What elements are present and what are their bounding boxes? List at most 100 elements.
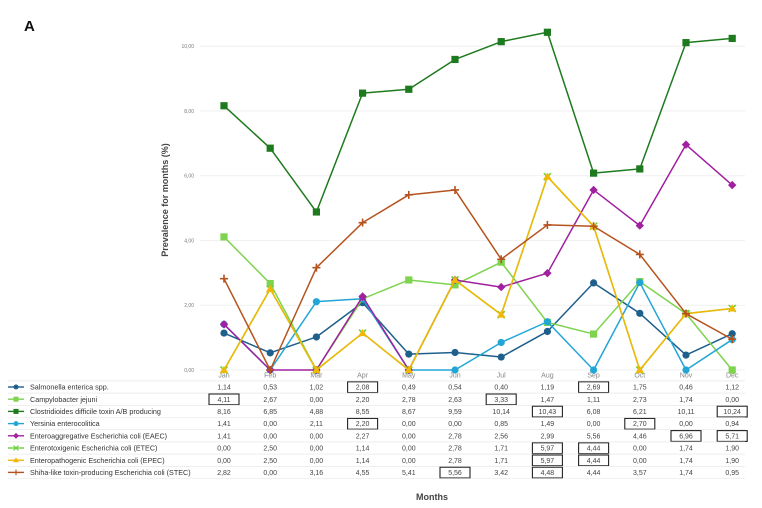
x-tick-label: Dec bbox=[726, 373, 739, 380]
data-point bbox=[543, 327, 552, 336]
table-cell: 0,00 bbox=[310, 446, 324, 453]
highlight-box bbox=[439, 466, 471, 479]
table-cell: 0,00 bbox=[679, 421, 693, 428]
x-tick-label: Aug bbox=[541, 373, 554, 380]
table-cell: 0,00 bbox=[217, 446, 231, 453]
data-point bbox=[728, 330, 736, 338]
x-tick-label: Jan bbox=[218, 373, 229, 380]
highlight-box bbox=[531, 454, 563, 467]
table-cell: 4,44 bbox=[587, 446, 601, 453]
data-point bbox=[728, 180, 737, 190]
table-cell: 8,16 bbox=[217, 409, 231, 416]
table-cell: 5,41 bbox=[402, 470, 416, 477]
table-cell: 0,00 bbox=[310, 397, 324, 404]
table-cell: 10,14 bbox=[492, 409, 510, 416]
table-cell: 1,14 bbox=[217, 385, 231, 392]
data-point bbox=[590, 366, 598, 374]
series-line bbox=[223, 281, 733, 371]
x-tick-label: Mar bbox=[310, 373, 323, 380]
table-cell: 4,48 bbox=[541, 470, 555, 477]
data-point bbox=[359, 89, 367, 97]
data-point bbox=[312, 298, 320, 306]
table-cell: 1,14 bbox=[356, 458, 370, 465]
data-point bbox=[451, 281, 459, 289]
data-point bbox=[497, 38, 505, 46]
highlight-box bbox=[347, 381, 379, 394]
data-point bbox=[728, 335, 737, 344]
panel-letter: A bbox=[24, 18, 35, 35]
data-point bbox=[405, 85, 413, 93]
y-tick-label: 2,00 bbox=[184, 303, 194, 309]
data-point bbox=[312, 263, 321, 272]
legend-label: Campylobacter jejuni bbox=[30, 395, 98, 404]
data-point bbox=[312, 333, 320, 341]
x-tick-label: Nov bbox=[680, 373, 693, 380]
table-cell: 0,95 bbox=[725, 470, 739, 477]
data-point bbox=[682, 351, 690, 359]
table-cell: 2,56 bbox=[494, 433, 508, 440]
data-point bbox=[497, 338, 505, 347]
highlight-box bbox=[208, 393, 240, 406]
table-cell: 2,78 bbox=[402, 397, 416, 404]
legend-label: Enterotoxigenic Escherichia coli (ETEC) bbox=[30, 444, 157, 453]
table-cell: 6,21 bbox=[633, 409, 647, 416]
table-cell: 0,94 bbox=[725, 421, 739, 428]
legend-swatch-marker bbox=[13, 421, 19, 427]
table-cell: 1,71 bbox=[494, 446, 508, 453]
table-cell: 10,43 bbox=[539, 409, 557, 416]
data-point bbox=[358, 292, 367, 301]
data-point bbox=[635, 250, 644, 259]
table-cell: 1,14 bbox=[356, 446, 370, 453]
table-cell: 6,96 bbox=[679, 433, 693, 440]
highlight-box bbox=[531, 405, 563, 418]
table-cell: 2,73 bbox=[633, 397, 647, 404]
table-cell: 0,00 bbox=[263, 433, 277, 440]
table-cell: 0,00 bbox=[402, 446, 416, 453]
table-cell: 0,00 bbox=[310, 458, 324, 465]
table-cell: 1,90 bbox=[725, 458, 739, 465]
table-cell: 3,16 bbox=[310, 470, 324, 477]
table-cell: 5,71 bbox=[725, 433, 739, 440]
table-cell: 0,00 bbox=[725, 397, 739, 404]
table-cell: 2,67 bbox=[263, 397, 277, 404]
table-cell: 1,41 bbox=[217, 421, 231, 428]
data-point bbox=[266, 366, 275, 374]
series-line bbox=[223, 175, 733, 371]
table-cell: 1,11 bbox=[587, 397, 600, 404]
series-line bbox=[223, 31, 733, 213]
data-point bbox=[220, 274, 228, 283]
table-cell: 4,55 bbox=[356, 470, 370, 477]
legend-label: Clostridioides difficile toxin A/B produ… bbox=[30, 407, 161, 416]
y-tick-label: 6,00 bbox=[184, 174, 194, 180]
table-cell: 2,99 bbox=[541, 433, 555, 440]
y-tick-label: 4,00 bbox=[184, 238, 194, 244]
data-point bbox=[220, 102, 228, 110]
table-cell: 2,50 bbox=[263, 446, 277, 453]
legend-label: Salmonella enterica spp. bbox=[30, 383, 109, 392]
legend-swatch-marker bbox=[13, 469, 19, 476]
series-line bbox=[223, 282, 733, 358]
x-tick-label: May bbox=[402, 373, 416, 380]
x-tick-label: Oct bbox=[634, 373, 645, 380]
legend-label: Enteropathogenic Escherichia coli (EPEC) bbox=[30, 456, 165, 465]
data-point bbox=[358, 328, 367, 337]
x-tick-label: Jul bbox=[497, 373, 506, 380]
table-cell: 1,90 bbox=[725, 446, 739, 453]
data-point bbox=[219, 365, 229, 373]
data-point bbox=[589, 185, 598, 195]
table-cell: 0,49 bbox=[402, 385, 416, 392]
table-cell: 1,71 bbox=[494, 458, 508, 465]
highlight-box bbox=[578, 454, 610, 467]
table-cell: 0,00 bbox=[263, 421, 277, 428]
x-axis-title: Months bbox=[416, 492, 448, 502]
table-cell: 6,85 bbox=[263, 409, 277, 416]
data-point bbox=[682, 366, 690, 374]
data-point bbox=[543, 28, 551, 36]
series-line bbox=[223, 189, 733, 371]
data-point bbox=[312, 365, 321, 373]
y-tick-label: 10,00 bbox=[181, 44, 194, 50]
table-cell: 2,50 bbox=[263, 458, 277, 465]
table-cell: 4,11 bbox=[217, 397, 230, 404]
highlight-box bbox=[347, 417, 379, 430]
x-tick-label: Feb bbox=[264, 373, 276, 380]
